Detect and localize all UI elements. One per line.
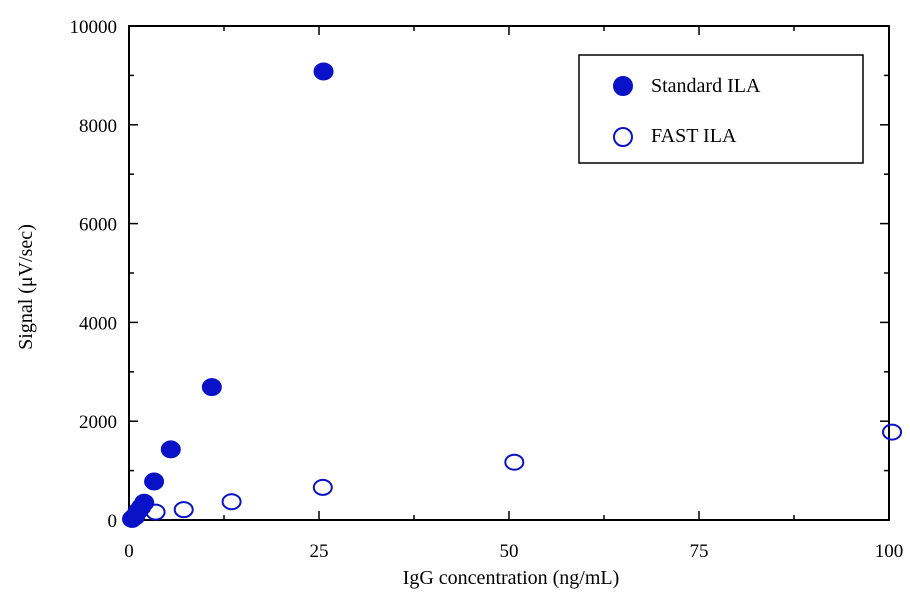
y-tick-label: 6000 bbox=[79, 215, 117, 236]
standard-ila-point bbox=[160, 440, 181, 459]
fast-ila-point bbox=[173, 501, 194, 519]
fast-ila-point bbox=[312, 478, 333, 496]
x-tick-label: 0 bbox=[124, 541, 134, 562]
x-tick-label: 50 bbox=[500, 541, 519, 562]
y-tick-label: 0 bbox=[108, 511, 118, 532]
x-tick-label: 25 bbox=[310, 541, 329, 562]
data-points bbox=[122, 62, 903, 529]
legend: Standard ILA FAST ILA bbox=[578, 54, 864, 164]
fast-ila-point bbox=[221, 493, 242, 511]
y-tick-label: 2000 bbox=[79, 412, 117, 433]
x-tick-label: 75 bbox=[690, 541, 709, 562]
y-tick-label: 4000 bbox=[79, 313, 117, 334]
y-axis-label: Signal (μV/sec) bbox=[15, 224, 37, 350]
legend-label-fast-ila: FAST ILA bbox=[651, 125, 737, 147]
x-tick-label: 100 bbox=[875, 541, 904, 562]
fast-ila-point bbox=[145, 503, 166, 521]
standard-ila-point bbox=[134, 493, 155, 512]
y-tick-label: 10000 bbox=[70, 17, 118, 38]
legend-label-standard-ila: Standard ILA bbox=[651, 75, 761, 97]
standard-ila-point bbox=[201, 378, 222, 397]
legend-marker-fast-ila bbox=[613, 127, 633, 147]
x-axis-ticks: 0 25 50 75 100 bbox=[124, 26, 903, 562]
fast-ila-point bbox=[882, 423, 903, 441]
y-tick-label: 8000 bbox=[79, 116, 117, 137]
standard-ila-point bbox=[313, 62, 334, 81]
legend-marker-standard-ila bbox=[613, 76, 633, 96]
x-axis-label: IgG concentration (ng/mL) bbox=[403, 567, 620, 589]
y-axis-ticks: 0 2000 4000 6000 8000 10000 bbox=[70, 17, 889, 532]
fast-ila-point bbox=[125, 508, 146, 526]
fast-ila-point bbox=[504, 453, 525, 471]
standard-ila-point bbox=[144, 472, 165, 491]
